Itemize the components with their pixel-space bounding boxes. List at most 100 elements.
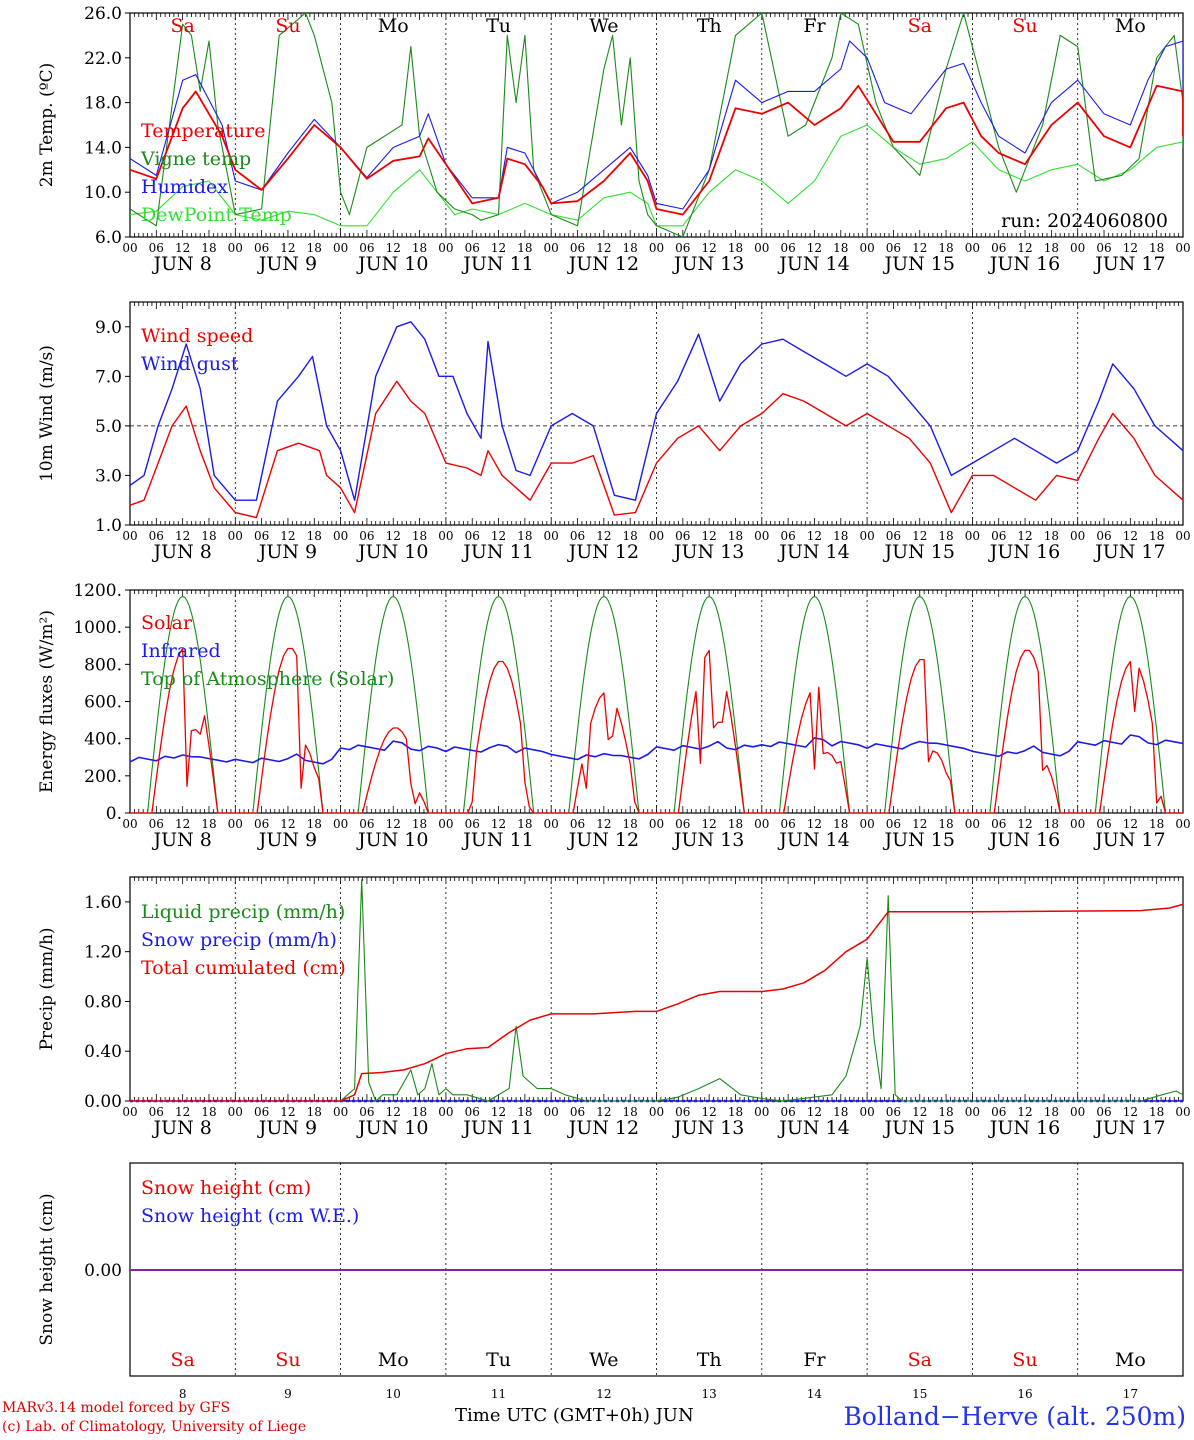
panel-3-hour-label: 12 <box>1017 817 1032 831</box>
panel-2-date-label: JUN 8 <box>151 541 211 563</box>
panel-5-day-of-week: Tu <box>486 1349 511 1371</box>
panel-4-date-label: JUN 14 <box>777 1117 849 1139</box>
panel-3-hour-label: 00 <box>649 817 664 831</box>
panel-2-date-label: JUN 14 <box>777 541 849 563</box>
panel-4-hour-label: 06 <box>149 1105 164 1119</box>
panel-5-day-number: 11 <box>491 1387 506 1401</box>
panel-1-hour-label: 18 <box>517 241 532 255</box>
panel-4-hour-label: 18 <box>1149 1105 1164 1119</box>
panel-2-hour-label: 12 <box>386 529 401 543</box>
panel-5-y-tick-label: 0.00 <box>84 1261 122 1281</box>
panel-1-hour-label: 06 <box>886 241 901 255</box>
panel-3-hour-label: 12 <box>702 817 717 831</box>
panel-1-day-of-week: Mo <box>1115 15 1146 37</box>
panel-2-date-label: JUN 9 <box>257 541 317 563</box>
panel-5-day-number: 15 <box>912 1387 927 1401</box>
panel-1-day-of-week: Tu <box>486 15 511 37</box>
panel-2-hour-label: 12 <box>491 529 506 543</box>
panel-1-date-label: JUN 17 <box>1093 253 1165 275</box>
panel-5-day-number: 16 <box>1017 1387 1032 1401</box>
panel-2-date-label: JUN 16 <box>988 541 1060 563</box>
panel-4-hour-label: 12 <box>1017 1105 1032 1119</box>
credit-line-2: (c) Lab. of Climatology, University of L… <box>2 1419 307 1435</box>
panel-1-date-label: JUN 9 <box>257 253 317 275</box>
panel-1-hour-label: 00 <box>438 241 453 255</box>
panel-1-legend-entry: Humidex <box>141 176 228 198</box>
station-name: Bolland−Herve (alt. 250m) <box>843 1402 1186 1431</box>
series-total-cumulated <box>130 903 1184 1102</box>
panel-3-hour-label: 06 <box>359 817 374 831</box>
panel-1-legend-entry: DewPoint Temp <box>141 204 292 226</box>
panel-3-hour-label: 18 <box>623 817 638 831</box>
panel-2-hour-label: 12 <box>280 529 295 543</box>
panel-4-hour-label: 18 <box>1044 1105 1059 1119</box>
panel-3-y-tick-label: 1000. <box>73 618 122 638</box>
panel-3-hour-label: 18 <box>728 817 743 831</box>
panel-3-date-label: JUN 17 <box>1093 829 1165 851</box>
panel-3-y-tick-label: 800. <box>84 655 122 675</box>
panel-4-date-label: JUN 8 <box>151 1117 211 1139</box>
panel-5-day-of-week: Mo <box>1115 1349 1146 1371</box>
panel-3-hour-label: 00 <box>965 817 980 831</box>
panel-3-hour-label: 00 <box>754 817 769 831</box>
panel-3-hour-label: 06 <box>254 817 269 831</box>
panel-1-y-tick-label: 22.0 <box>84 49 122 69</box>
panel-3-hour-label: 06 <box>1096 817 1111 831</box>
panel-2-hour-label: 18 <box>201 529 216 543</box>
panel-3-hour-label: 12 <box>1123 817 1138 831</box>
panel-1-legend-entry: Vigne temp <box>140 148 251 170</box>
panel-3-hour-label: 06 <box>570 817 585 831</box>
panel-3-y-tick-label: 0. <box>106 804 122 824</box>
panel-3-hour-label: 00 <box>1070 817 1085 831</box>
panel-1-hour-label: 06 <box>991 241 1006 255</box>
panel-2-hour-label: 12 <box>596 529 611 543</box>
panel-3-y-tick-label: 200. <box>84 767 122 787</box>
panel-2-hour-label: 18 <box>517 529 532 543</box>
panel-1-legend-entry: Temperature <box>141 120 265 142</box>
panel-2-y-tick-label: 9.0 <box>95 318 122 338</box>
energy-panel: 00 06 12 18 00 06 12 18 00 06 12 18 00 06 12 18 00 06 12 18… <box>37 581 1191 851</box>
panel-4-hour-label: 18 <box>201 1105 216 1119</box>
panel-1-date-label: JUN 16 <box>988 253 1060 275</box>
panel-1-hour-label: 12 <box>491 241 506 255</box>
panel-4-hour-label: 18 <box>728 1105 743 1119</box>
panel-2-hour-label: 00 <box>649 529 664 543</box>
panel-1-hour-label: 18 <box>1044 241 1059 255</box>
panel-1-hour-label: 06 <box>570 241 585 255</box>
panel-4-hour-label: 06 <box>359 1105 374 1119</box>
panel-3-hour-label: 06 <box>675 817 690 831</box>
precip-panel: 00 06 12 18 00 06 12 18 00 06 12 18 00 06 12 18 00 06 12 18… <box>37 876 1191 1139</box>
run-label: run: 2024060800 <box>1001 210 1168 232</box>
panel-4-hour-label: 18 <box>623 1105 638 1119</box>
panel-3-hour-label: 12 <box>386 817 401 831</box>
panel-1-hour-label: 18 <box>623 241 638 255</box>
panel-3-legend-entry: Top of Atmosphere (Solar) <box>141 668 394 690</box>
panel-2-hour-label: 00 <box>122 529 137 543</box>
panel-4-date-label: JUN 11 <box>461 1117 533 1139</box>
panel-2-y-tick-label: 1.0 <box>95 516 122 536</box>
panel-1-hour-label: 12 <box>175 241 190 255</box>
panel-5-day-number: 12 <box>596 1387 611 1401</box>
panel-4-y-tick-label: 1.60 <box>84 893 122 913</box>
panel-2-hour-label: 12 <box>1123 529 1138 543</box>
panel-2-hour-label: 06 <box>254 529 269 543</box>
panel-1-date-label: JUN 12 <box>567 253 639 275</box>
panel-1-y-tick-label: 10.0 <box>84 183 122 203</box>
series-liquid-precip <box>130 878 1184 1102</box>
panel-3-y-tick-label: 1200. <box>73 581 122 601</box>
panel-2-hour-label: 00 <box>544 529 559 543</box>
credit-line-1: MARv3.14 model forced by GFS <box>2 1400 231 1416</box>
panel-4-hour-label: 12 <box>280 1105 295 1119</box>
panel-4-hour-label: 18 <box>833 1105 848 1119</box>
panel-3-hour-label: 18 <box>517 817 532 831</box>
panel-4-hour-label: 06 <box>254 1105 269 1119</box>
panel-1-y-tick-label: 18.0 <box>84 94 122 114</box>
panel-3-hour-label: 18 <box>1149 817 1164 831</box>
panel-3-date-label: JUN 15 <box>883 829 955 851</box>
panel-3-hour-label: 12 <box>175 817 190 831</box>
panel-4-hour-label: 06 <box>1096 1105 1111 1119</box>
panel-1-hour-label: 00 <box>649 241 664 255</box>
panel-3-hour-label: 06 <box>886 817 901 831</box>
panel-2-hour-label: 12 <box>912 529 927 543</box>
